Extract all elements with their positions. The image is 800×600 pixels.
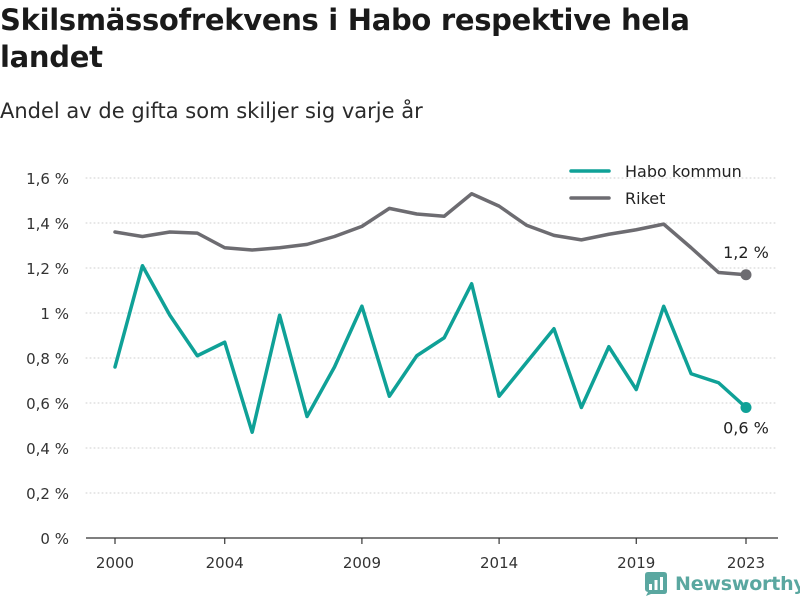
y-tick-label: 1 % <box>40 305 69 323</box>
series-lines: 0,6 % 1,2 % <box>113 192 769 438</box>
end-point <box>740 269 752 281</box>
y-tick-label: 0,8 % <box>26 350 69 368</box>
y-tick-label: 1,2 % <box>26 260 69 278</box>
y-tick-label: 0,4 % <box>26 440 69 458</box>
x-tick-label: 2019 <box>617 554 655 572</box>
series-line <box>113 264 748 434</box>
legend-label: Habo kommun <box>625 162 742 181</box>
end-value-label: 0,6 % <box>723 419 769 438</box>
legend: Habo kommun Riket <box>569 162 742 208</box>
brand-name: Newsworthy <box>675 573 800 595</box>
y-tick-label: 0,6 % <box>26 395 69 413</box>
series-line <box>113 192 748 277</box>
y-tick-label: 0,2 % <box>26 485 69 503</box>
x-tick-label: 2023 <box>727 554 765 572</box>
y-tick-label: 1,6 % <box>26 170 69 188</box>
y-tick-label: 0 % <box>40 530 69 548</box>
x-tick-label: 2009 <box>343 554 381 572</box>
end-point <box>740 402 752 413</box>
chart-title: Skilsmässofrekvens i Habo respektive hel… <box>0 3 690 74</box>
end-value-label: 1,2 % <box>723 243 769 262</box>
axes: 0 % 0,2 % 0,4 % 0,6 % 0,8 % 1 % 1,2 % 1,4 % 1,6 … <box>26 170 778 572</box>
y-tick-label: 1,4 % <box>26 215 69 233</box>
bar-chart-icon <box>645 572 667 596</box>
x-tick-label: 2014 <box>480 554 518 572</box>
x-tick-label: 2000 <box>96 554 134 572</box>
chart-subtitle: Andel av de gifta som skiljer sig varje … <box>0 99 423 123</box>
x-tick-label: 2004 <box>206 554 244 572</box>
newsworthy-logo: Newsworthy <box>645 568 800 600</box>
legend-label: Riket <box>625 189 665 208</box>
